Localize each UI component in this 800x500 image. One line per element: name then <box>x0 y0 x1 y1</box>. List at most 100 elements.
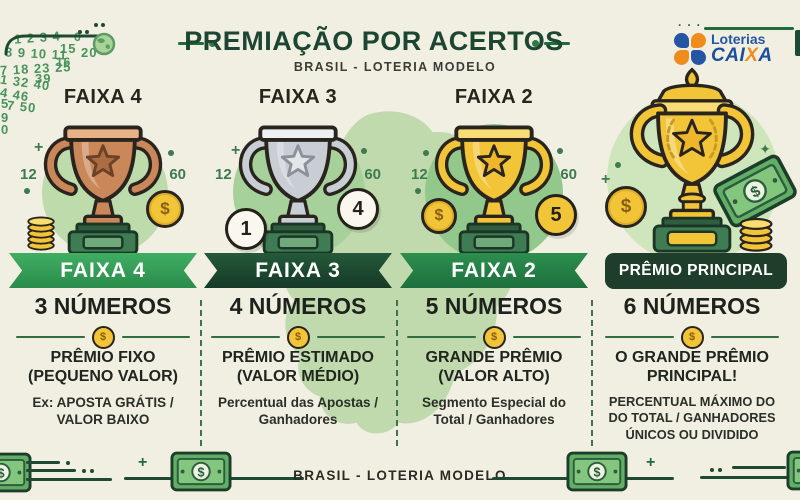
line-decor <box>178 42 204 45</box>
line-decor <box>26 478 112 481</box>
prize-title: GRANDE PRÊMIO (VALOR ALTO) <box>425 349 563 385</box>
dot-icon <box>415 188 421 194</box>
sparkle-icon: ✦ <box>759 141 771 157</box>
plus-icon: + <box>138 454 148 471</box>
prize-title: PRÊMIO ESTIMADO (VALOR MÉDIO) <box>221 349 374 385</box>
logo-loterias-text: Loterias <box>711 31 766 47</box>
prize-title: PRÊMIO FIXO (PEQUENO VALOR) <box>28 349 178 385</box>
page-title: PREMIAÇÃO POR ACERTOS <box>184 26 564 56</box>
divider: $ <box>211 325 385 349</box>
banner-premio-principal: PRÊMIO PRINCIPAL <box>605 253 787 289</box>
range-max: 60 <box>169 166 186 183</box>
divider: $ <box>407 325 581 349</box>
line-decor <box>26 461 60 464</box>
badge-count-right: 4 <box>337 188 379 230</box>
prize-description: Percentual das Apostas / Ganhadores <box>217 395 379 428</box>
banknote-icon <box>566 451 628 492</box>
banknote-icon <box>786 450 800 491</box>
coin-stack-icon <box>737 214 775 252</box>
column-heading: FAIXA 4 <box>63 86 143 108</box>
dot-icon <box>361 148 367 154</box>
dot-icon <box>718 468 722 472</box>
dollar-coin-icon: $ <box>146 190 184 228</box>
column-separator <box>396 300 398 446</box>
hits-label: 5 NÚMEROS <box>425 293 563 319</box>
prize-title: O GRANDE PRÊMIO PRINCIPAL! <box>615 349 769 385</box>
column-faixa-2: FAIXA 2 12 60 $ 5 FAIXA 2 5 NÚMEROS $ GR… <box>399 0 589 460</box>
ribbon-faixa-4: FAIXA 4 <box>9 253 197 288</box>
line-decor <box>704 27 794 30</box>
range-max: 60 <box>364 166 381 183</box>
column-premio-principal: + ✦ $ PRÊMIO PRINCIPAL 6 N <box>597 0 787 460</box>
prize-description: PERCENTUAL MÁXIMO DO DO TOTAL / GANHADOR… <box>608 394 776 442</box>
globe-icon <box>92 32 116 56</box>
dot-icon <box>82 469 86 473</box>
dot-icon <box>101 23 105 27</box>
dot-icon <box>209 40 216 47</box>
plus-icon: + <box>646 454 656 471</box>
column-separator <box>200 300 202 446</box>
loterias-caixa-logo: · · · Loterias CAIXA <box>674 18 796 68</box>
dot-icon <box>168 150 174 156</box>
dot-icon <box>90 469 94 473</box>
divider: $ <box>16 325 190 349</box>
trophy-grand-gold-icon <box>629 67 755 253</box>
dot-icon <box>423 150 429 156</box>
hits-label: 3 NÚMEROS <box>34 293 172 319</box>
bg-number: 39 <box>35 71 52 86</box>
column-heading: FAIXA 3 <box>258 86 338 108</box>
column-heading: FAIXA 2 <box>454 86 534 108</box>
dot-icon <box>532 40 539 47</box>
column-separator <box>591 300 593 446</box>
edge-decor <box>795 30 800 56</box>
dot-icon <box>85 30 89 34</box>
dot-icon <box>615 162 621 168</box>
prize-description: Ex: APOSTA GRÁTIS / VALOR BAIXO <box>32 395 174 428</box>
range-min: 12 <box>411 166 428 183</box>
coin-icon: $ <box>286 325 310 349</box>
dots-icon: · · · <box>678 18 702 32</box>
dollar-coin-icon: $ <box>605 186 647 228</box>
bg-number: 9 <box>1 110 10 125</box>
bg-number: 5 <box>1 96 10 111</box>
range-min: 12 <box>20 166 37 183</box>
logo-caixa-text: CAIXA <box>711 45 773 66</box>
dot-icon <box>710 468 714 472</box>
line-decor <box>700 476 788 479</box>
prize-description: Segmento Especial do Total / Ganhadores <box>421 395 567 428</box>
coin-icon: $ <box>680 325 704 349</box>
range-min: 12 <box>215 166 232 183</box>
plus-icon: + <box>601 171 611 188</box>
plus-icon: + <box>231 142 241 159</box>
page-subtitle: BRASIL - LOTERIA MODELO <box>293 60 497 74</box>
column-faixa-3: FAIXA 3 + 12 60 1 4 FAIXA 3 4 NÚMEROS $ … <box>203 0 393 460</box>
line-decor <box>544 42 570 45</box>
bg-number: 0 <box>1 122 10 137</box>
badge-count-right: 5 <box>535 194 577 236</box>
line-decor <box>26 469 76 472</box>
bg-number: 15 <box>60 41 77 56</box>
divider: $ <box>605 325 779 349</box>
coin-stack-icon <box>26 212 56 252</box>
column-faixa-4: FAIXA 4 + 12 60 $ FAIXA 4 3 NÚMEROS $ PR… <box>8 0 198 460</box>
dot-icon <box>94 23 98 27</box>
corner-line-decor <box>4 34 100 56</box>
coin-icon: $ <box>91 325 115 349</box>
bg-number: 20 <box>81 45 98 60</box>
dot-icon <box>66 461 70 465</box>
dollar-coin-icon: $ <box>421 198 457 234</box>
bg-number: 16 <box>56 55 72 69</box>
dot-icon <box>24 188 30 194</box>
footer-label: BRASIL - LOTERIA MODELO <box>293 468 507 483</box>
hits-label: 6 NÚMEROS <box>623 293 761 319</box>
dot-icon <box>78 30 82 34</box>
dot-icon <box>557 148 563 154</box>
range-max: 60 <box>560 166 577 183</box>
ribbon-faixa-3: FAIXA 3 <box>204 253 392 288</box>
badge-count-left: 1 <box>225 208 267 250</box>
plus-icon: + <box>34 139 44 156</box>
line-decor <box>732 466 786 469</box>
ribbon-faixa-2: FAIXA 2 <box>400 253 588 288</box>
hits-label: 4 NÚMEROS <box>229 293 367 319</box>
